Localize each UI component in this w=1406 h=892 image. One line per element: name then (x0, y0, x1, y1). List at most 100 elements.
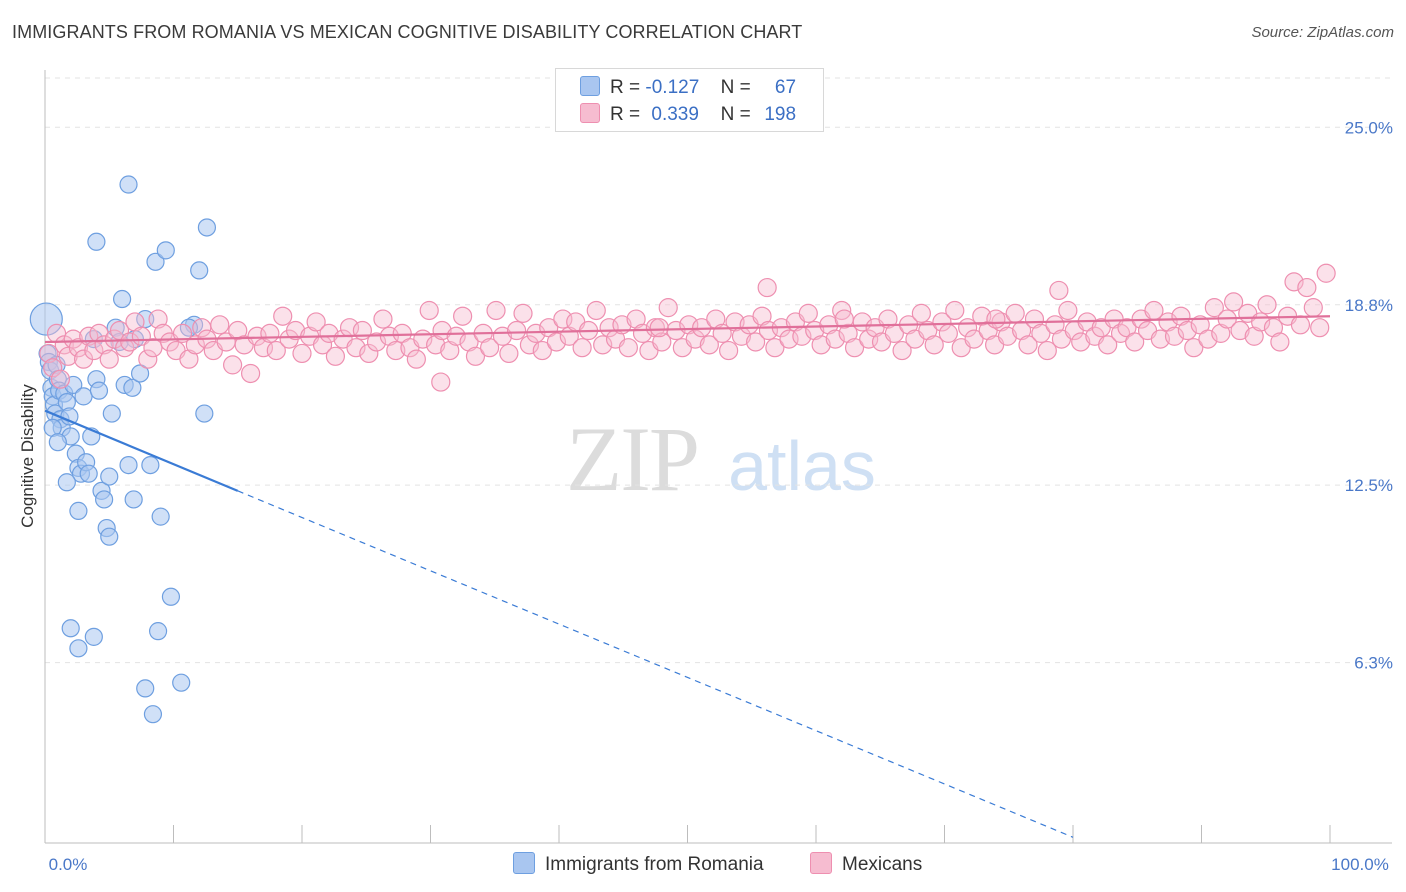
mexican-point (1018, 335, 1038, 355)
legend-n-value-romania: 67 (774, 77, 797, 98)
chart-source: Source: ZipAtlas.com (1251, 24, 1394, 41)
y-tick-label: 6.3% (1354, 654, 1393, 673)
mexican-point (241, 363, 261, 384)
mexican-point (499, 343, 519, 364)
mexican-point (1310, 318, 1330, 338)
mexican-point (386, 340, 406, 361)
mexican-point (1031, 323, 1051, 343)
mexican-point (506, 320, 527, 341)
romania-point (190, 261, 209, 280)
mexican-point (359, 343, 379, 364)
mexican-point (179, 349, 199, 369)
romania-point (146, 252, 165, 271)
mexican-point (618, 338, 638, 358)
romania-point (112, 289, 132, 309)
romania-point (119, 455, 138, 475)
romania-point (130, 364, 150, 383)
romania-point (89, 381, 109, 400)
mexican-point (572, 338, 592, 358)
mexican-point (431, 372, 451, 392)
romania-point (119, 175, 138, 194)
mexican-point (1230, 320, 1250, 341)
chart-title: IMMIGRANTS FROM ROMANIA VS MEXICAN COGNI… (12, 22, 803, 42)
romania-point (136, 679, 155, 698)
romania-legend-icon (513, 852, 535, 874)
romania-point (69, 639, 88, 658)
x-tick-labels: 0.0% 100.0% (49, 855, 1389, 874)
mexican-point (1005, 303, 1025, 323)
mexican-point (1244, 326, 1264, 346)
mexican-point (285, 320, 306, 341)
romania-point (151, 507, 170, 526)
mexican-point (1297, 277, 1317, 298)
mexican-point (273, 306, 293, 326)
romania-point (74, 387, 93, 406)
mexican-legend-icon (810, 852, 832, 874)
romania-trend-dashed (237, 490, 1074, 838)
romania-point (61, 619, 80, 638)
romania-point (29, 302, 63, 336)
legend-row-romania: R = -0.127 N = 67 (580, 76, 796, 100)
mexican-point (148, 309, 168, 329)
mexican-point (440, 340, 460, 361)
mexican-point (746, 332, 766, 352)
mexican-point (719, 340, 739, 361)
mexican-point (99, 349, 119, 369)
mexican-point (185, 335, 205, 355)
romania-swatch-icon (580, 76, 600, 96)
romania-point (102, 404, 121, 423)
romania-point (79, 464, 98, 483)
mexican-point (685, 329, 705, 349)
watermark-atlas: atlas (728, 427, 876, 505)
mexican-point (945, 300, 965, 321)
legend-r-label: R = (610, 77, 641, 98)
bottom-legend-romania: Immigrants from Romania (513, 852, 764, 876)
mexican-point (658, 298, 678, 318)
mexican-trend-line (44, 315, 1331, 344)
mexican-point (453, 306, 473, 326)
mexican-point (1211, 323, 1231, 343)
mexican-point (1263, 318, 1284, 338)
mexican-point (228, 320, 248, 341)
y-tick-labels: 25.0% 18.8% 12.5% 6.3% (1345, 118, 1393, 672)
mexican-point (1171, 306, 1191, 326)
mexican-point (319, 323, 339, 343)
legend-r-label: R = (610, 104, 641, 125)
mexican-point (480, 338, 500, 358)
watermark: ZIP atlas (566, 408, 876, 510)
mexican-point (1045, 315, 1065, 335)
y-tick-label: 25.0% (1345, 118, 1393, 137)
mexican-point (798, 303, 818, 323)
mexican-point (1150, 329, 1170, 349)
mexican-point (465, 346, 486, 366)
romania-point (161, 587, 181, 606)
mexican-point (1098, 335, 1118, 355)
mexican-point (972, 306, 992, 326)
romania-point (195, 404, 214, 423)
mexican-point (172, 323, 193, 343)
mexican-point (938, 323, 958, 343)
mexican-swatch-icon (580, 103, 600, 123)
romania-point (197, 218, 217, 237)
mexican-point (924, 335, 944, 355)
mexican-point (373, 309, 393, 329)
mexican-point (844, 338, 865, 358)
mexican-point (325, 346, 346, 366)
romania-point (95, 490, 114, 509)
mexican-point (1037, 340, 1057, 361)
mexican-point (1303, 298, 1323, 318)
mexican-point (811, 335, 831, 355)
mexican-point (757, 277, 777, 298)
romania-point (156, 241, 175, 260)
mexican-point (932, 312, 952, 332)
bottom-legend-romania-label: Immigrants from Romania (545, 854, 764, 875)
romania-point (48, 433, 67, 452)
mexican-point (419, 300, 439, 321)
romania-point (172, 673, 191, 692)
romania-point (57, 473, 76, 492)
romania-point (87, 232, 106, 251)
romania-point (141, 455, 160, 475)
bottom-legend-mexicans-label: Mexicans (842, 854, 923, 875)
romania-point (84, 627, 103, 646)
mexican-point (878, 309, 898, 329)
